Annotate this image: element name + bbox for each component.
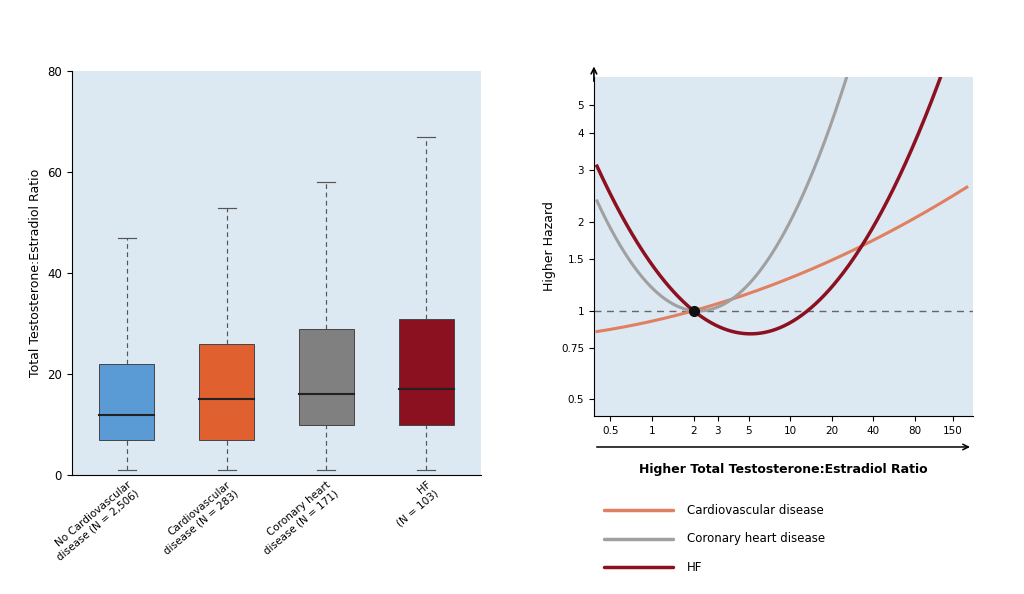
Bar: [399, 318, 454, 425]
Y-axis label: Total Testosterone:Estradiol Ratio: Total Testosterone:Estradiol Ratio: [29, 169, 42, 377]
Text: Coronary heart disease: Coronary heart disease: [687, 532, 825, 545]
Bar: [199, 344, 254, 440]
Text: Higher Total Testosterone:Estradiol Ratio: Higher Total Testosterone:Estradiol Rati…: [639, 463, 928, 476]
Text: Cardiovascular disease: Cardiovascular disease: [687, 504, 824, 517]
Text: A: A: [15, 20, 33, 39]
Y-axis label: Higher Hazard: Higher Hazard: [543, 201, 555, 292]
Text: B: B: [517, 20, 535, 39]
Bar: [299, 329, 354, 425]
Bar: [99, 364, 154, 440]
Text: HF: HF: [687, 561, 702, 574]
